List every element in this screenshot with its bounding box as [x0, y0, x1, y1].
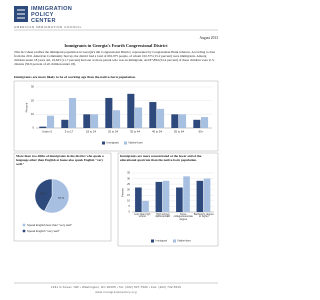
x-tick-label: 65+ — [199, 130, 204, 134]
x-tick-label: Some college/associate degree — [173, 212, 193, 222]
y-tick-label: 5 — [129, 204, 131, 208]
y-tick-label: 20 — [31, 98, 35, 102]
x-tick-label: Bachelor's degree or higher — [193, 212, 214, 219]
y-tick-label: 10 — [127, 199, 130, 203]
chart-heading: Immigrants are more likely to be of work… — [14, 75, 136, 79]
legend-label: Speak English less than "very well" — [27, 223, 72, 227]
x-tick-label: 35 to 44 — [130, 130, 141, 134]
chart-frame — [13, 152, 112, 242]
bar — [201, 117, 209, 128]
y-tick-label: 15 — [127, 193, 130, 197]
x-tick-label: Under 5 — [42, 130, 52, 134]
bar — [83, 114, 91, 128]
x-tick-label: 45 to 54 — [152, 130, 163, 134]
bar — [155, 181, 163, 212]
bar — [69, 97, 77, 128]
y-tick-label: 20 — [127, 187, 130, 191]
legend-label: Immigrant — [156, 239, 168, 243]
page: 0 10 20 30 Percent Under 5 5 to 17 18 to 24 25 t… — [13, 6, 219, 294]
y-tick-label: 10 — [31, 112, 35, 116]
bar — [183, 176, 190, 212]
slice-label: 57.5 — [58, 196, 64, 200]
chart-heading: More than two-fifths of immigrants in th… — [16, 154, 104, 166]
legend-swatch — [173, 239, 176, 243]
x-tick-label: Less than high school — [134, 212, 151, 219]
page-graphics: 0 10 20 30 Percent Under 5 5 to 17 18 to 24 25 t… — [13, 6, 219, 284]
legend-label: Native-born — [129, 141, 144, 145]
bar — [91, 114, 99, 128]
bar — [179, 114, 187, 128]
pie-slice — [44, 178, 70, 214]
bar — [105, 97, 113, 128]
y-tick-label: 35 — [127, 171, 130, 175]
pie-slice — [34, 178, 53, 212]
legend-swatch — [102, 141, 105, 145]
logo-lines — [17, 9, 25, 19]
x-tick-label: 5 to 17 — [65, 130, 74, 134]
x-tick-label: 25 to 34 — [108, 130, 119, 134]
legend-swatch — [124, 141, 127, 145]
y-tick-label: 25 — [127, 182, 130, 186]
footer-address: 1331 G Street, NW • Washington, DC 20005… — [50, 285, 182, 289]
legend-label: Native-born — [178, 239, 192, 243]
legend-label: Speak English "very well" — [27, 229, 60, 233]
legend-swatch — [22, 229, 26, 233]
bar — [176, 187, 183, 212]
bar — [149, 102, 157, 128]
chart-frame — [13, 80, 219, 152]
bar — [196, 180, 204, 212]
legend-swatch — [22, 223, 26, 227]
footer-website: www.immigrationpolicy.org — [95, 290, 137, 294]
slice-label: 42.5 — [40, 192, 46, 196]
bar — [162, 180, 170, 212]
bar — [157, 108, 165, 128]
chart-heading: Immigrants are more concentrated at the … — [120, 154, 202, 162]
bar — [61, 119, 69, 128]
x-tick-label: 55 to 64 — [174, 130, 185, 134]
tagline: AMERICAN IMMIGRATION COUNCIL — [14, 25, 82, 29]
bar — [47, 115, 55, 128]
intro: This fact sheet profiles the immigrant p… — [14, 50, 215, 67]
title: Immigrants in Georgia's Fourth Congressi… — [64, 43, 168, 48]
date: August 2013 — [199, 36, 218, 40]
y-tick-label: 0 — [129, 210, 131, 214]
legend-label: Immigrant — [107, 141, 120, 145]
x-tick-label: 18 to 24 — [86, 130, 97, 134]
bar — [171, 114, 179, 128]
bar — [135, 187, 142, 212]
bar — [113, 110, 121, 128]
y-axis-label: Percent — [25, 102, 29, 112]
x-tick-label: High school diploma/GED — [155, 212, 171, 219]
org-name: POLICY — [31, 12, 54, 18]
y-axis-label: Percent — [121, 188, 125, 197]
y-tick-label: 30 — [127, 176, 130, 180]
bar — [39, 126, 47, 128]
org-name: IMMIGRATION — [31, 6, 73, 12]
bar — [142, 200, 149, 212]
chart-frame — [117, 152, 219, 247]
y-tick-label: 0 — [32, 126, 34, 130]
y-tick-label: 30 — [31, 85, 35, 89]
bar — [203, 178, 211, 212]
bar — [127, 93, 135, 128]
bar — [135, 107, 143, 128]
legend-swatch — [151, 239, 154, 243]
bar — [193, 119, 201, 128]
org-name: CENTER — [31, 18, 56, 24]
